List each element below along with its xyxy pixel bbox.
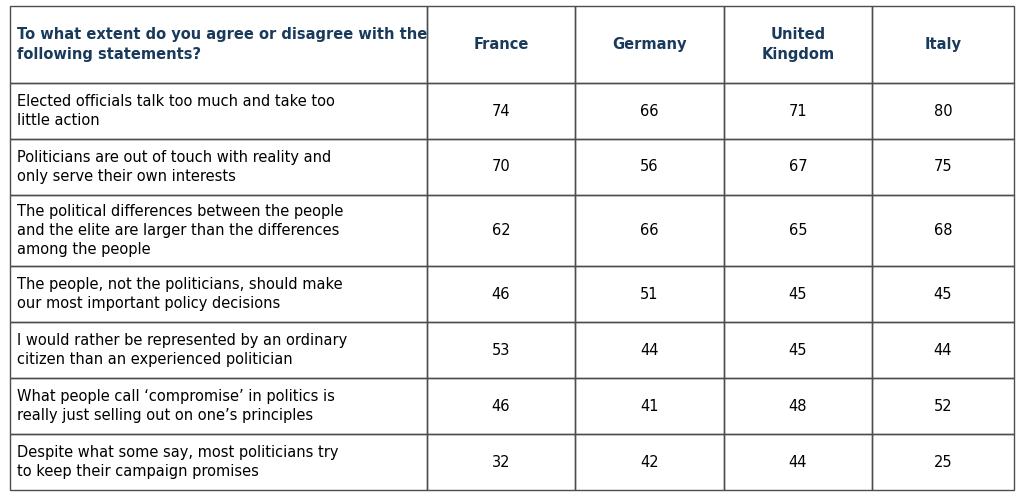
Bar xyxy=(872,434,1014,490)
Bar xyxy=(872,378,1014,434)
Text: 71: 71 xyxy=(788,104,807,119)
Bar xyxy=(10,322,427,378)
Bar xyxy=(427,322,575,378)
Bar xyxy=(724,6,872,83)
Bar xyxy=(575,6,724,83)
Text: 44: 44 xyxy=(934,343,952,358)
Text: 62: 62 xyxy=(492,223,510,238)
Text: 80: 80 xyxy=(934,104,952,119)
Bar xyxy=(427,195,575,266)
Text: 48: 48 xyxy=(788,399,807,414)
Text: France: France xyxy=(473,37,528,52)
Bar xyxy=(724,266,872,322)
Bar xyxy=(427,6,575,83)
Bar xyxy=(872,322,1014,378)
Text: 42: 42 xyxy=(640,455,658,470)
Bar xyxy=(724,195,872,266)
Bar xyxy=(427,378,575,434)
Text: 46: 46 xyxy=(492,287,510,302)
Bar xyxy=(10,6,427,83)
Text: I would rather be represented by an ordinary
citizen than an experienced politic: I would rather be represented by an ordi… xyxy=(17,333,348,368)
Text: 56: 56 xyxy=(640,159,658,175)
Text: 51: 51 xyxy=(640,287,658,302)
Bar xyxy=(10,266,427,322)
Text: The political differences between the people
and the elite are larger than the d: The political differences between the pe… xyxy=(17,204,344,257)
Text: 44: 44 xyxy=(640,343,658,358)
Text: Politicians are out of touch with reality and
only serve their own interests: Politicians are out of touch with realit… xyxy=(17,150,332,184)
Text: 52: 52 xyxy=(934,399,952,414)
Bar xyxy=(10,378,427,434)
Bar xyxy=(10,434,427,490)
Bar xyxy=(872,266,1014,322)
Text: What people call ‘compromise’ in politics is
really just selling out on one’s pr: What people call ‘compromise’ in politic… xyxy=(17,389,335,423)
Bar xyxy=(10,139,427,195)
Text: To what extent do you agree or disagree with the
following statements?: To what extent do you agree or disagree … xyxy=(17,27,428,62)
Bar xyxy=(427,139,575,195)
Bar xyxy=(872,6,1014,83)
Text: 75: 75 xyxy=(934,159,952,175)
Bar xyxy=(575,83,724,139)
Bar xyxy=(724,83,872,139)
Text: Elected officials talk too much and take too
little action: Elected officials talk too much and take… xyxy=(17,94,335,128)
Text: United
Kingdom: United Kingdom xyxy=(762,27,835,62)
Text: 68: 68 xyxy=(934,223,952,238)
Text: Germany: Germany xyxy=(612,37,687,52)
Bar xyxy=(575,266,724,322)
Bar xyxy=(872,83,1014,139)
Text: 66: 66 xyxy=(640,223,658,238)
Bar xyxy=(575,322,724,378)
Text: 44: 44 xyxy=(788,455,807,470)
Text: 41: 41 xyxy=(640,399,658,414)
Text: Italy: Italy xyxy=(925,37,962,52)
Text: 66: 66 xyxy=(640,104,658,119)
Text: 46: 46 xyxy=(492,399,510,414)
Text: 74: 74 xyxy=(492,104,510,119)
Text: 45: 45 xyxy=(788,287,807,302)
Bar xyxy=(575,139,724,195)
Text: Despite what some say, most politicians try
to keep their campaign promises: Despite what some say, most politicians … xyxy=(17,445,339,479)
Bar xyxy=(724,378,872,434)
Text: 45: 45 xyxy=(934,287,952,302)
Bar xyxy=(10,83,427,139)
Bar xyxy=(10,195,427,266)
Text: 32: 32 xyxy=(492,455,510,470)
Bar xyxy=(427,83,575,139)
Bar xyxy=(427,266,575,322)
Text: 70: 70 xyxy=(492,159,510,175)
Bar xyxy=(575,195,724,266)
Text: 65: 65 xyxy=(788,223,807,238)
Bar xyxy=(724,139,872,195)
Bar xyxy=(724,322,872,378)
Text: 53: 53 xyxy=(492,343,510,358)
Text: 25: 25 xyxy=(934,455,952,470)
Bar xyxy=(575,434,724,490)
Bar xyxy=(724,434,872,490)
Text: 45: 45 xyxy=(788,343,807,358)
Bar xyxy=(872,139,1014,195)
Bar xyxy=(575,378,724,434)
Bar xyxy=(872,195,1014,266)
Bar xyxy=(427,434,575,490)
Text: The people, not the politicians, should make
our most important policy decisions: The people, not the politicians, should … xyxy=(17,277,343,311)
Text: 67: 67 xyxy=(788,159,807,175)
